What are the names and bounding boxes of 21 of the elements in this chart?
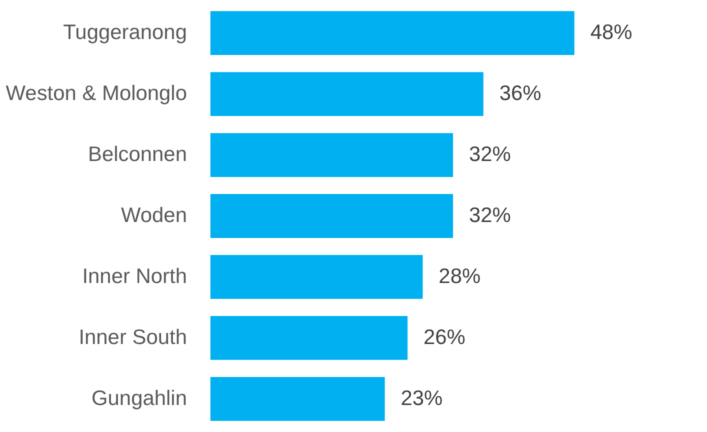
data-label: 32% — [469, 143, 511, 166]
bar — [210, 316, 408, 360]
bar — [210, 11, 574, 56]
y-tick-label: Belconnen — [88, 143, 187, 166]
y-tick-label: Tuggeranong — [63, 21, 187, 44]
data-label: 32% — [469, 204, 511, 227]
data-label: 28% — [438, 264, 481, 288]
bar — [210, 133, 454, 177]
data-label: 36% — [499, 82, 542, 106]
data-label: 26% — [424, 326, 466, 349]
data-label: 23% — [400, 386, 443, 410]
bar — [210, 376, 385, 421]
data-label: 48% — [590, 21, 632, 44]
y-tick-label: Gungahlin — [92, 386, 187, 410]
y-tick-label: Inner North — [82, 264, 187, 288]
bar — [210, 255, 423, 299]
y-tick-label: Inner South — [78, 326, 187, 349]
bar — [210, 194, 454, 238]
bar — [210, 72, 484, 116]
y-tick-label: Weston & Molonglo — [6, 82, 187, 106]
y-tick-label: Woden — [121, 204, 187, 227]
